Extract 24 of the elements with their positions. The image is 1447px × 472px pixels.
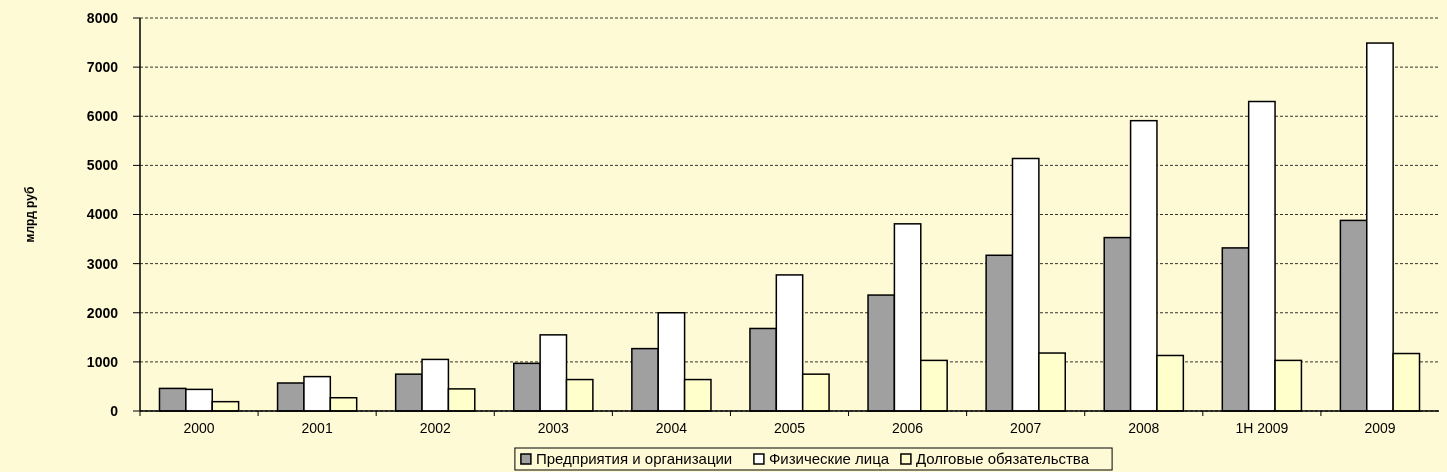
x-tick-label: 2008 — [1128, 420, 1160, 436]
legend-label: Предприятия и организации — [535, 450, 733, 467]
y-tick-label: 4000 — [86, 206, 119, 223]
y-tick-label: 7000 — [86, 59, 119, 76]
y-tick-label: 3000 — [86, 255, 119, 272]
y-tick-label: 0 — [110, 402, 119, 419]
y-tick-label: 5000 — [86, 157, 119, 174]
x-tick-label: 2005 — [773, 420, 806, 436]
x-tick-label: 2006 — [892, 420, 924, 436]
x-tick-label: 2001 — [301, 420, 333, 436]
x-tick-label: 2009 — [1364, 420, 1396, 436]
x-tick-label: 2002 — [419, 420, 452, 436]
legend-label: Долговые обязательства — [915, 450, 1090, 467]
y-tick-label: 6000 — [86, 108, 119, 125]
y-tick-label: 1000 — [86, 353, 119, 370]
legend-label: Физические лица — [768, 450, 890, 467]
x-tick-label: 2007 — [1010, 420, 1042, 436]
x-tick-label: 2003 — [537, 420, 570, 436]
y-tick-label: 8000 — [86, 9, 119, 26]
x-tick-label: 1H 2009 — [1235, 420, 1289, 436]
x-tick-label: 2000 — [183, 420, 215, 436]
y-tick-label: 2000 — [86, 304, 119, 321]
x-tick-label: 2004 — [655, 420, 688, 436]
y-axis-title: млрд руб — [23, 186, 37, 243]
